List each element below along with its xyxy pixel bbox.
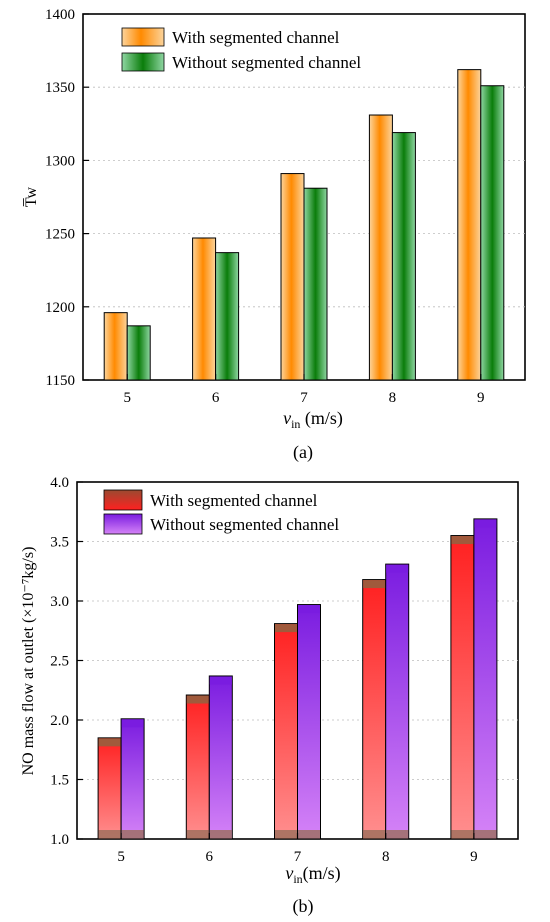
x-axis-ticks: 5 6 7 8 9 (123, 374, 485, 406)
legend-label-with: With segmented channel (172, 28, 340, 47)
bar-with-7 (280, 173, 305, 381)
y-axis-title: T̅w (22, 186, 40, 207)
legend: With segmented channel Without segmented… (103, 489, 339, 535)
y-axis-ticks: 1150 1200 1250 1300 1350 1400 (45, 7, 89, 389)
x-tick-label: 9 (477, 390, 485, 406)
bar-with-6 (185, 694, 210, 840)
bar-with-5 (97, 737, 122, 840)
bar-base (474, 830, 497, 839)
y-tick-label: 1.5 (50, 773, 69, 789)
x-tick-label: 7 (294, 849, 302, 865)
bar-base (186, 830, 209, 839)
y-tick-label: 1150 (46, 373, 75, 389)
y-tick-label: 1400 (45, 7, 75, 23)
bars (103, 69, 505, 381)
bar-base (363, 830, 386, 839)
x-tick-label: 8 (382, 849, 390, 865)
x-axis-title: vin (m/s) (283, 408, 343, 431)
bar-without-6 (208, 675, 233, 840)
bar-without-5 (126, 325, 151, 381)
bar-without-5 (120, 718, 145, 840)
y-tick-label: 2.5 (50, 654, 69, 670)
bar-with-9 (457, 69, 482, 381)
bar-base (451, 830, 474, 839)
bar-with-8 (362, 579, 387, 840)
x-tick-label: 5 (123, 390, 131, 406)
legend-label-without: Without segmented channel (172, 53, 361, 72)
bar-cap (474, 519, 497, 528)
bar-without-8 (385, 563, 410, 840)
x-tick-label: 6 (206, 849, 214, 865)
legend-label-with: With segmented channel (150, 491, 318, 510)
bar-base (298, 830, 320, 839)
bars (97, 518, 498, 840)
bar-cap (275, 624, 297, 633)
legend-swatch-without (103, 513, 143, 535)
legend-swatch-with (121, 27, 165, 47)
bar-base (275, 830, 297, 839)
y-tick-label: 3.0 (50, 594, 69, 610)
bar-without-7 (303, 187, 328, 381)
chart-panel-a: 1150 1200 1250 1300 1350 1400 5 6 7 8 9 With segm… (22, 7, 526, 463)
bar-with-7 (274, 623, 298, 840)
bar-cap (451, 536, 474, 545)
bar-cap (186, 695, 209, 704)
bar-cap (386, 564, 409, 573)
bar-base (98, 830, 121, 839)
bar-with-9 (450, 535, 475, 840)
bar-without-9 (480, 85, 505, 381)
x-tick-label: 9 (470, 849, 478, 865)
bar-without-8 (391, 132, 416, 381)
panel-label: (a) (293, 442, 313, 463)
x-tick-label: 7 (300, 390, 308, 406)
y-tick-label: 1300 (45, 153, 75, 169)
bar-without-9 (473, 518, 498, 840)
y-axis-title: NO mass flow at outlet (×10⁻⁷kg/s) (20, 547, 37, 776)
bar-cap (121, 719, 144, 728)
x-tick-label: 5 (117, 849, 125, 865)
y-tick-label: 1250 (45, 227, 75, 243)
y-tick-label: 3.5 (50, 535, 69, 551)
chart-panel-b: 1.0 1.5 2.0 2.5 3.0 3.5 4.0 5 6 7 8 9 With segment… (20, 475, 519, 917)
x-tick-label: 8 (389, 390, 397, 406)
bar-base (121, 830, 144, 839)
bar-cap (98, 738, 121, 747)
legend: With segmented channel Without segmented… (121, 27, 361, 72)
bar-with-6 (192, 237, 217, 381)
y-tick-label: 4.0 (50, 475, 69, 491)
bar-base (209, 830, 232, 839)
x-axis-ticks: 5 6 7 8 9 (117, 833, 478, 865)
bar-cap (298, 605, 320, 614)
bar-without-7 (297, 604, 321, 840)
bar-base (386, 830, 409, 839)
x-tick-label: 6 (212, 390, 220, 406)
panel-label: (b) (293, 896, 314, 917)
y-tick-label: 1.0 (50, 832, 69, 848)
y-tick-label: 1350 (45, 80, 75, 96)
y-tick-label: 2.0 (50, 713, 69, 729)
y-tick-label: 1200 (45, 300, 75, 316)
bar-cap (209, 676, 232, 685)
bar-without-6 (215, 252, 240, 381)
bar-with-5 (103, 312, 128, 381)
legend-swatch-without (121, 52, 165, 72)
bar-with-8 (368, 114, 393, 381)
legend-label-without: Without segmented channel (150, 515, 339, 534)
legend-swatch-with (103, 489, 143, 511)
x-axis-title: vin(m/s) (285, 863, 340, 886)
y-axis-ticks: 1.0 1.5 2.0 2.5 3.0 3.5 4.0 (50, 475, 83, 848)
bar-cap (363, 580, 386, 589)
